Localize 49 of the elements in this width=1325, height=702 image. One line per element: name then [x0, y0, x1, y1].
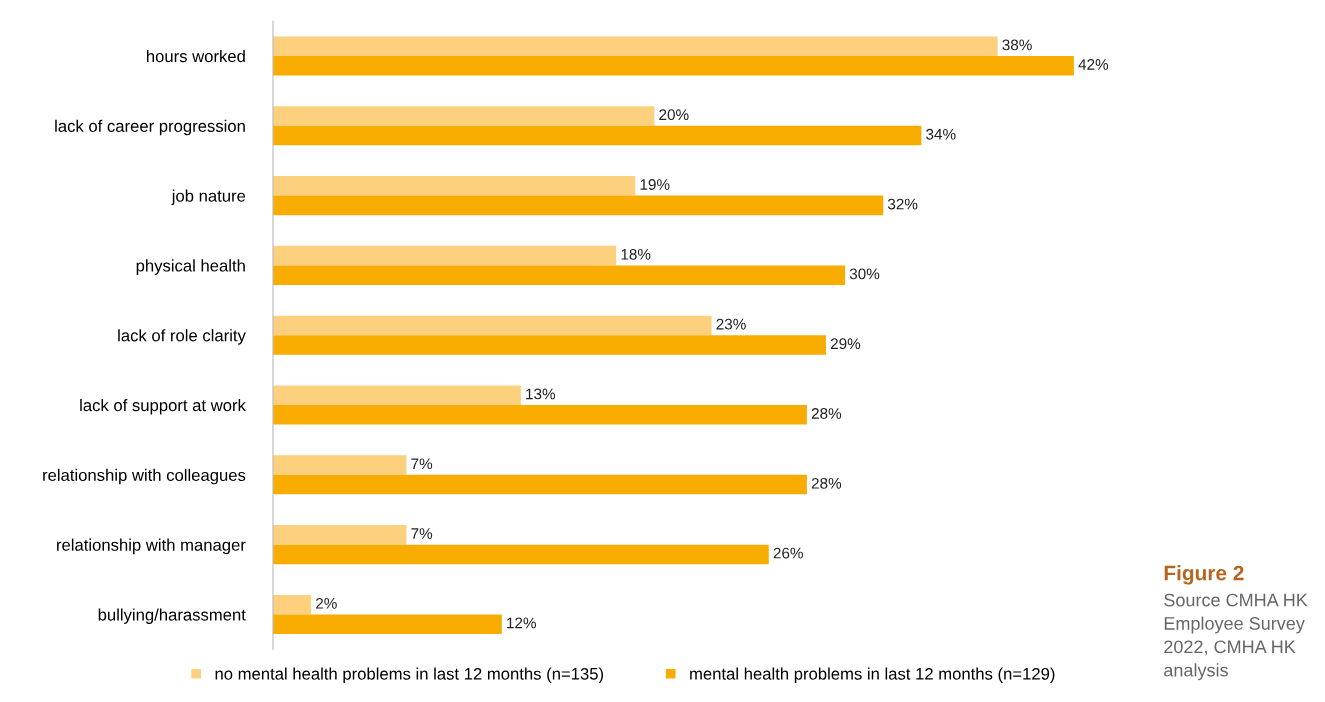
bar [272, 55, 1074, 76]
y-tick-label: relationship with manager [57, 538, 246, 555]
data-label: 7% [411, 458, 433, 470]
bar [272, 614, 502, 634]
caption: Figure 2 [1164, 565, 1244, 585]
legend-label: mental health problems in last 12 months (n=129) [690, 667, 1055, 684]
data-label: 34% [926, 128, 956, 140]
bar [272, 544, 769, 565]
bar [272, 265, 846, 285]
data-label: 2% [316, 597, 337, 609]
data-label: 20% [659, 109, 689, 121]
y-tick-label: bullying/harassment [98, 608, 246, 624]
data-label: 13% [526, 388, 556, 400]
data-label: 28% [811, 408, 842, 419]
y-tick-label: hours worked [146, 49, 245, 63]
data-label: 29% [830, 338, 861, 350]
source-note: Source CMHA HK Employee Survey 2022, CMHA HK analysis [1164, 593, 1308, 681]
y-tick-label: lack of career progression [55, 119, 245, 136]
bar [272, 195, 884, 216]
y-tick-label: job nature [171, 189, 246, 206]
bar [272, 474, 807, 495]
y-tick-label: relationship with colleagues [43, 468, 246, 485]
data-label: 32% [887, 198, 918, 210]
data-label: 23% [716, 318, 746, 330]
y-tick-label: physical health [136, 259, 245, 275]
bar [272, 455, 407, 475]
bar [272, 594, 312, 615]
data-label: 19% [640, 179, 670, 190]
bar [272, 405, 807, 425]
data-label: 12% [507, 617, 536, 629]
bar [272, 125, 922, 146]
bar [272, 385, 521, 406]
bar [272, 315, 712, 336]
data-label: 7% [411, 528, 433, 539]
data-label: 18% [621, 248, 651, 260]
bar [272, 335, 826, 355]
bar [272, 176, 636, 196]
data-label: 38% [1002, 39, 1032, 51]
data-label: 30% [849, 268, 880, 280]
data-label: 42% [1078, 59, 1109, 70]
bar [272, 245, 617, 266]
data-label: 26% [773, 547, 803, 559]
data-label: 28% [811, 477, 842, 489]
y-tick-label: lack of support at work [80, 398, 246, 415]
bar [272, 36, 998, 56]
bar [272, 525, 407, 545]
bar [272, 106, 655, 126]
legend-label: no mental health problems in last 12 months (n=135) [215, 667, 604, 684]
y-tick-label: lack of role clarity [118, 329, 246, 345]
